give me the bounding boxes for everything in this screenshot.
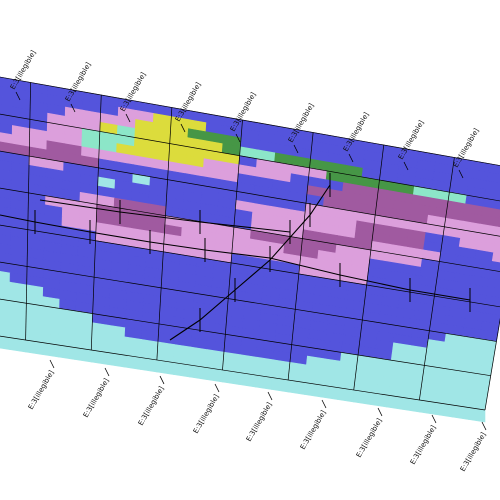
grid-cell: [497, 218, 500, 228]
grid-line: [0, 113, 500, 202]
grid-line: [0, 224, 500, 308]
top-tick-mark: [180, 123, 186, 133]
bottom-tick-mark: [267, 391, 273, 401]
grid-line: [0, 261, 497, 342]
bottom-tick-mark: [49, 359, 55, 369]
grid-line: [0, 150, 500, 237]
grid-cell: [494, 235, 500, 246]
grid-line: [156, 107, 173, 361]
grid-cell: [489, 269, 500, 281]
grid-cell: [487, 278, 500, 290]
grid-line: [0, 335, 486, 411]
grid-cell: [486, 286, 500, 299]
grid-line: [419, 157, 455, 401]
grid-line: [0, 187, 500, 272]
drillhole-trace: [169, 184, 331, 341]
top-tick-mark: [15, 91, 21, 101]
bottom-tick-mark: [104, 367, 110, 377]
top-tick-mark: [235, 133, 241, 143]
top-tick-mark: [348, 153, 354, 163]
bottom-tick-mark: [481, 421, 487, 431]
top-tick-mark: [125, 113, 131, 123]
grid-line: [25, 82, 31, 341]
grid-line: [484, 317, 500, 411]
drillhole-trace: [39, 199, 291, 233]
grid-cell: [490, 261, 500, 272]
grid-cell: [483, 189, 500, 202]
grid-cell: [486, 172, 500, 184]
top-tick-mark: [70, 103, 76, 113]
grid-line: [90, 94, 102, 351]
bottom-tick-mark: [159, 375, 165, 385]
slab-front-edge: [0, 335, 486, 423]
bottom-tick-mark: [377, 407, 383, 417]
drillhole-traces: [0, 173, 471, 341]
grid-line: [287, 132, 314, 381]
grid-line: [0, 76, 500, 166]
bottom-tick-mark: [321, 399, 327, 409]
grid-cell: [495, 226, 500, 237]
grid-cell: [493, 243, 500, 255]
grid-cell: [484, 295, 500, 308]
grid-line: [222, 119, 243, 371]
grid-cell: [491, 252, 500, 264]
top-tick-mark: [403, 161, 409, 171]
block-grid: [0, 76, 500, 411]
grid-cell: [485, 180, 500, 193]
bottom-tick-mark: [431, 414, 437, 424]
grid-cell: [488, 163, 500, 175]
grid-line: [353, 144, 385, 391]
bottom-tick-mark: [214, 383, 220, 393]
grid-lines: [0, 76, 500, 411]
top-tick-mark: [458, 169, 464, 179]
top-tick-mark: [293, 144, 299, 154]
grid-line: [0, 298, 491, 377]
